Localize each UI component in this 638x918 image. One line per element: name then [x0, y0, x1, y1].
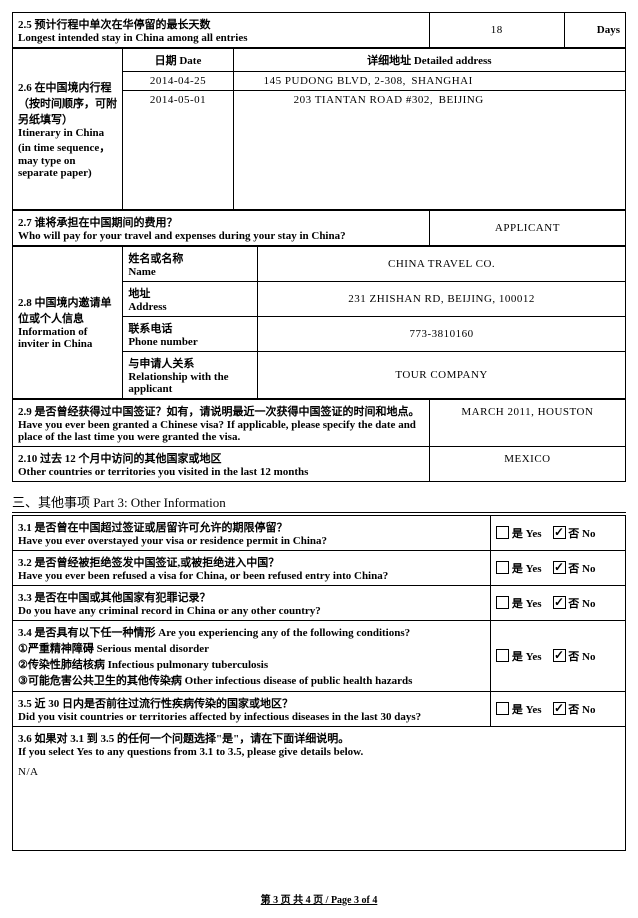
q210-value: MEXICO	[429, 446, 625, 481]
q210-en: Other countries or territories you visit…	[18, 466, 308, 478]
q32-row: 3.2 是否曾经被拒绝签发中国签证,或被拒绝进入中国？ Have you eve…	[13, 550, 626, 585]
q31-row: 3.1 是否曾在中国超过签证或居留许可允许的期限停留？ Have you eve…	[13, 515, 626, 550]
q34-cn: 3.4 是否具有以下任一种情形 Are you experiencing any…	[18, 627, 410, 639]
itin-addr: 145 PUDONG BLVD, 2-308,	[264, 75, 406, 87]
q25-unit: Days	[597, 24, 620, 36]
q29-value: MARCH 2011, HOUSTON	[429, 399, 625, 446]
section-2-6: 2.6 在中国境内行程（按时间顺序，可附另纸填写） Itinerary in C…	[12, 48, 626, 210]
q34-a: ①严重精神障碍 Serious mental disorder	[18, 643, 209, 655]
q28-addr-lbl-en: Address	[128, 301, 166, 313]
yes-label: 是 Yes	[512, 704, 542, 716]
q31-no-checkbox[interactable]: ✓	[553, 526, 566, 539]
q26-col-addr: 详细地址 Detailed address	[233, 49, 625, 72]
q31-cn: 3.1 是否曾在中国超过签证或居留许可允许的期限停留？	[18, 522, 288, 534]
q32-no-checkbox[interactable]: ✓	[553, 561, 566, 574]
q35-row: 3.5 近 30 日内是否前往过流行性疾病传染的国家或地区？ Did you v…	[13, 691, 626, 726]
q27-value: APPLICANT	[429, 210, 625, 245]
q33-no-checkbox[interactable]: ✓	[553, 596, 566, 609]
q28-rel-lbl-en: Relationship with the applicant	[128, 371, 228, 395]
q33-row: 3.3 是否在中国或其他国家有犯罪记录？ Do you have any cri…	[13, 585, 626, 620]
q35-en: Did you visit countries or territories a…	[18, 711, 421, 723]
itin-date: 2014-05-01	[123, 91, 233, 110]
q28-phone-val: 773-3810160	[258, 316, 626, 351]
section-2-5: 2.5 预计行程中单次在华停留的最长天数 Longest intended st…	[12, 12, 626, 48]
itin-date: 2014-04-25	[123, 72, 233, 91]
q35-yes-checkbox[interactable]	[496, 702, 509, 715]
q28-name-lbl-cn: 姓名或名称	[128, 253, 183, 265]
q36-cn: 3.6 如果对 3.1 到 3.5 的任何一个问题选择"是"，请在下面详细说明。	[18, 733, 349, 745]
q28-cn: 2.8 中国境内邀请单位或个人信息	[18, 297, 112, 325]
yes-label: 是 Yes	[512, 563, 542, 575]
q26-col-date: 日期 Date	[123, 49, 233, 72]
q33-yes-checkbox[interactable]	[496, 596, 509, 609]
section-2-8: 2.8 中国境内邀请单位或个人信息 Information of inviter…	[12, 246, 626, 399]
part3-title: 三、其他事项 Part 3: Other Information	[12, 492, 626, 513]
q33-cn: 3.3 是否在中国或其他国家有犯罪记录？	[18, 592, 211, 604]
q25-label-en: Longest intended stay in China among all…	[18, 32, 248, 44]
q35-no-checkbox[interactable]: ✓	[553, 702, 566, 715]
q36-details-box: N/A	[12, 761, 626, 851]
q27-en: Who will pay for your travel and expense…	[18, 230, 346, 242]
q28-phone-lbl-en: Phone number	[128, 336, 197, 348]
q28-rel-val: TOUR COMPANY	[258, 351, 626, 398]
no-label: 否 No	[568, 704, 595, 716]
q32-cn: 3.2 是否曾经被拒绝签发中国签证,或被拒绝进入中国？	[18, 557, 279, 569]
page-footer: 第 3 页 共 4 页 / Page 3 of 4	[12, 891, 626, 906]
q32-yes-checkbox[interactable]	[496, 561, 509, 574]
yes-label: 是 Yes	[512, 528, 542, 540]
part3-table: 3.1 是否曾在中国超过签证或居留许可允许的期限停留？ Have you eve…	[12, 515, 626, 761]
q25-label-cn: 2.5 预计行程中单次在华停留的最长天数	[18, 19, 211, 31]
no-label: 否 No	[568, 651, 595, 663]
itin-city: SHANGHAI	[411, 75, 472, 87]
q28-addr-val: 231 ZHISHAN RD, BEIJING, 100012	[258, 281, 626, 316]
no-label: 否 No	[568, 598, 595, 610]
q32-en: Have you ever been refused a visa for Ch…	[18, 570, 388, 582]
q26-label-en: Itinerary in China (in time sequence，may…	[18, 127, 110, 179]
itin-city: BEIJING	[439, 94, 484, 106]
q28-name-val: CHINA TRAVEL CO.	[258, 246, 626, 281]
no-label: 否 No	[568, 563, 595, 575]
q34-b: ②传染性肺结核病 Infectious pulmonary tuberculos…	[18, 659, 268, 671]
no-label: 否 No	[568, 528, 595, 540]
section-2-9-10: 2.9 是否曾经获得过中国签证？如有，请说明最近一次获得中国签证的时间和地点。H…	[12, 399, 626, 482]
q34-no-checkbox[interactable]: ✓	[553, 649, 566, 662]
q29-label: 2.9 是否曾经获得过中国签证？如有，请说明最近一次获得中国签证的时间和地点。H…	[18, 406, 420, 443]
q26-label-cn: 2.6 在中国境内行程（按时间顺序，可附另纸填写）	[18, 82, 117, 126]
q34-row: 3.4 是否具有以下任一种情形 Are you experiencing any…	[13, 620, 626, 691]
q28-addr-lbl-cn: 地址	[128, 288, 150, 300]
section-2-7: 2.7 谁将承担在中国期间的费用？ Who will pay for your …	[12, 210, 626, 246]
q34-c: ③可能危害公共卫生的其他传染病 Other infectious disease…	[18, 675, 412, 687]
q28-name-lbl-en: Name	[128, 266, 156, 278]
q210-cn: 2.10 过去 12 个月中访问的其他国家或地区	[18, 453, 222, 465]
q28-en: Information of inviter in China	[18, 326, 92, 350]
q25-value: 18	[491, 24, 503, 36]
yes-label: 是 Yes	[512, 598, 542, 610]
q27-cn: 2.7 谁将承担在中国期间的费用？	[18, 217, 178, 229]
q36-en: If you select Yes to any questions from …	[18, 746, 363, 758]
q36-header: 3.6 如果对 3.1 到 3.5 的任何一个问题选择"是"，请在下面详细说明。…	[13, 726, 626, 761]
q36-value: N/A	[18, 766, 38, 778]
q31-yes-checkbox[interactable]	[496, 526, 509, 539]
q28-phone-lbl-cn: 联系电话	[128, 323, 172, 335]
q33-en: Do you have any criminal record in China…	[18, 605, 321, 617]
q34-yes-checkbox[interactable]	[496, 649, 509, 662]
q31-en: Have you ever overstayed your visa or re…	[18, 535, 327, 547]
q28-rel-lbl-cn: 与申请人关系	[128, 358, 194, 370]
q35-cn: 3.5 近 30 日内是否前往过流行性疾病传染的国家或地区？	[18, 698, 293, 710]
yes-label: 是 Yes	[512, 651, 542, 663]
itin-addr: 203 TIANTAN ROAD #302,	[294, 94, 433, 106]
